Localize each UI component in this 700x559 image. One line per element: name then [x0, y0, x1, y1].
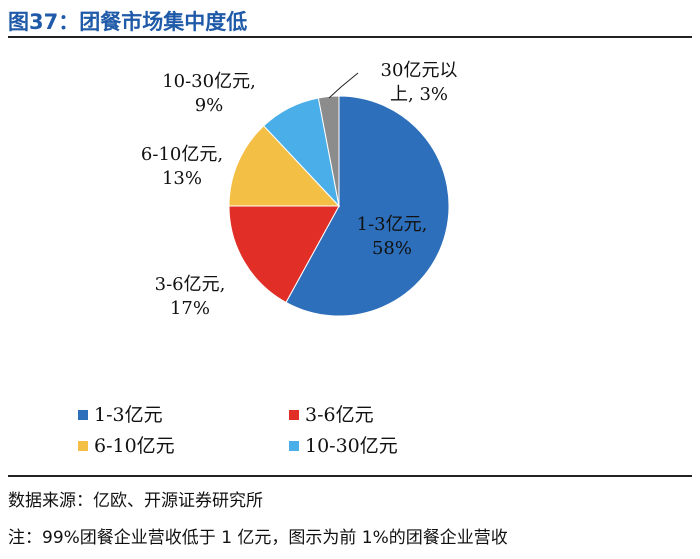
title-rule	[8, 36, 692, 38]
pie-slice-1	[228, 205, 340, 304]
pie-slice-0	[285, 95, 450, 317]
slice-label-0: 1-3亿元, 58%	[357, 214, 428, 259]
slice-labels: 1-3亿元, 58% 3-6亿元, 17% 6-10亿元, 13% 10-30亿元, 9% 30…	[141, 60, 458, 319]
label-leader-lines	[328, 72, 359, 99]
figure-title: 图37：团餐市场集中度低	[8, 10, 248, 34]
pie-slice-4	[317, 95, 340, 207]
slice-label-2: 6-10亿元, 13%	[141, 144, 223, 189]
legend-swatch-3	[289, 441, 299, 451]
legend-item-2: 6-10亿元	[78, 435, 175, 457]
legend-label-3: 10-30亿元	[305, 435, 398, 457]
leader-line-30-plus	[328, 72, 359, 99]
pie-slices	[228, 95, 450, 317]
legend-label-0: 1-3亿元	[94, 404, 163, 426]
pie-slice-2	[228, 125, 341, 207]
chart-legend: 1-3亿元 3-6亿元 6-10亿元 10-30亿元	[78, 404, 398, 457]
legend-item-0: 1-3亿元	[78, 404, 163, 426]
legend-label-2: 6-10亿元	[94, 435, 175, 457]
legend-label-1: 3-6亿元	[305, 404, 374, 426]
slice-label-1: 3-6亿元, 17%	[155, 274, 226, 319]
legend-swatch-2	[78, 441, 88, 451]
legend-swatch-0	[78, 410, 88, 420]
slice-label-4: 30亿元以上, 3%	[381, 60, 458, 105]
slice-label-3: 10-30亿元, 9%	[162, 71, 256, 116]
pie-chart: 1-3亿元, 58% 3-6亿元, 17% 6-10亿元, 13% 10-30亿元, 9% 30…	[78, 60, 458, 457]
legend-item-1: 3-6亿元	[289, 404, 374, 426]
legend-item-3: 10-30亿元	[289, 435, 398, 457]
footer-rule	[8, 475, 692, 477]
footnote: 注：99%团餐企业营收低于 1 亿元，图示为前 1%的团餐企业营收	[8, 528, 508, 548]
legend-swatch-1	[289, 410, 299, 420]
data-source: 数据来源：亿欧、开源证券研究所	[8, 491, 263, 511]
